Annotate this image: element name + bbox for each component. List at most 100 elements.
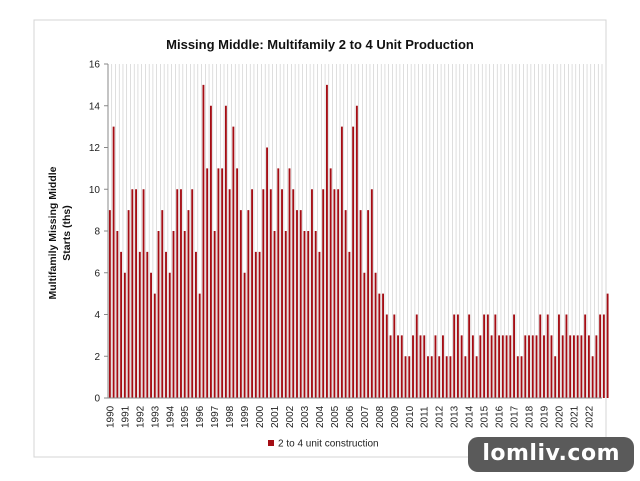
- bar: [531, 335, 534, 398]
- bar: [254, 251, 257, 398]
- bar: [468, 314, 471, 398]
- bar: [389, 335, 392, 398]
- bar: [176, 189, 179, 398]
- x-tick-label: 2018: [525, 405, 536, 428]
- bar: [228, 189, 231, 398]
- bar: [397, 335, 399, 398]
- y-tick-label: 12: [89, 143, 101, 154]
- x-tick-label: 2009: [390, 405, 401, 428]
- bar: [191, 189, 194, 398]
- bar: [299, 210, 302, 398]
- bar: [273, 231, 276, 398]
- bar: [385, 314, 388, 398]
- bar: [247, 210, 250, 398]
- x-tick-label: 2016: [495, 405, 506, 428]
- grid-lines: [107, 64, 603, 398]
- bar: [108, 210, 111, 398]
- bar: [359, 210, 362, 398]
- bar: [580, 335, 583, 398]
- watermark-logo: lomliv.com: [468, 437, 634, 472]
- bar: [427, 356, 429, 398]
- bar: [438, 356, 441, 398]
- bar: [374, 272, 377, 398]
- bar: [498, 335, 501, 398]
- bar: [569, 335, 572, 398]
- legend-label: 2 to 4 unit construction: [278, 439, 379, 450]
- bar: [576, 335, 579, 398]
- bar: [224, 105, 227, 398]
- bar: [232, 126, 235, 398]
- bar: [296, 210, 298, 398]
- y-tick-label: 2: [94, 352, 100, 363]
- x-tick-label: 2012: [435, 405, 446, 428]
- y-tick-label: 14: [89, 101, 101, 112]
- bar: [546, 314, 549, 398]
- bar: [602, 314, 605, 398]
- bar: [456, 314, 459, 398]
- bar: [378, 293, 381, 398]
- x-tick-label: 1999: [240, 405, 251, 428]
- bar: [217, 168, 220, 398]
- bar: [404, 356, 407, 398]
- x-tick-label: 2022: [584, 405, 595, 428]
- bar: [584, 314, 587, 398]
- bar: [513, 314, 515, 398]
- bar: [415, 314, 418, 398]
- bar: [277, 168, 280, 398]
- x-tick-label: 2010: [405, 405, 416, 428]
- bar: [116, 231, 119, 398]
- legend: 2 to 4 unit construction: [268, 439, 379, 450]
- bar: [198, 293, 201, 398]
- y-tick-label: 16: [89, 60, 101, 71]
- x-tick-label: 2007: [360, 405, 371, 428]
- x-tick-label: 2017: [510, 405, 521, 428]
- bar: [535, 335, 538, 398]
- bar: [460, 335, 463, 398]
- x-tick-label: 2003: [300, 405, 311, 428]
- bar: [337, 189, 340, 398]
- bar: [572, 335, 575, 398]
- bar: [251, 189, 254, 398]
- bar: [524, 335, 527, 398]
- y-axis-ticks: 0 2 4 6 8 10 12 14 16: [89, 60, 108, 405]
- bar: [325, 84, 328, 398]
- x-tick-label: 2005: [330, 405, 341, 428]
- bar: [393, 314, 396, 398]
- bar: [449, 356, 452, 398]
- x-tick-label: 2011: [420, 406, 431, 428]
- x-tick-label: 2013: [450, 405, 461, 428]
- x-tick-label: 1994: [165, 405, 176, 428]
- bar: [161, 210, 164, 398]
- y-tick-label: 10: [89, 185, 101, 196]
- bar: [269, 189, 272, 398]
- bar: [355, 105, 358, 398]
- bar: [123, 272, 126, 398]
- bar: [595, 335, 598, 398]
- x-tick-label: 1996: [195, 405, 206, 428]
- bar: [412, 335, 414, 398]
- bar: [430, 356, 433, 398]
- bar: [183, 231, 186, 398]
- bar: [419, 335, 422, 398]
- bar: [329, 168, 332, 398]
- bar: [505, 335, 508, 398]
- y-tick-label: 6: [94, 268, 100, 279]
- bar: [554, 356, 557, 398]
- bar: [509, 335, 512, 398]
- bar: [206, 168, 209, 398]
- bar: [127, 210, 130, 398]
- bar: [120, 251, 123, 398]
- bar: [501, 335, 504, 398]
- bar: [221, 168, 224, 398]
- bar: [599, 314, 602, 398]
- bar: [153, 293, 156, 398]
- bar: [318, 251, 321, 398]
- bar: [213, 231, 216, 398]
- bar: [528, 335, 530, 398]
- x-tick-label: 1993: [150, 405, 161, 428]
- bar: [486, 314, 489, 398]
- legend-swatch: [268, 440, 274, 446]
- bar: [138, 251, 141, 398]
